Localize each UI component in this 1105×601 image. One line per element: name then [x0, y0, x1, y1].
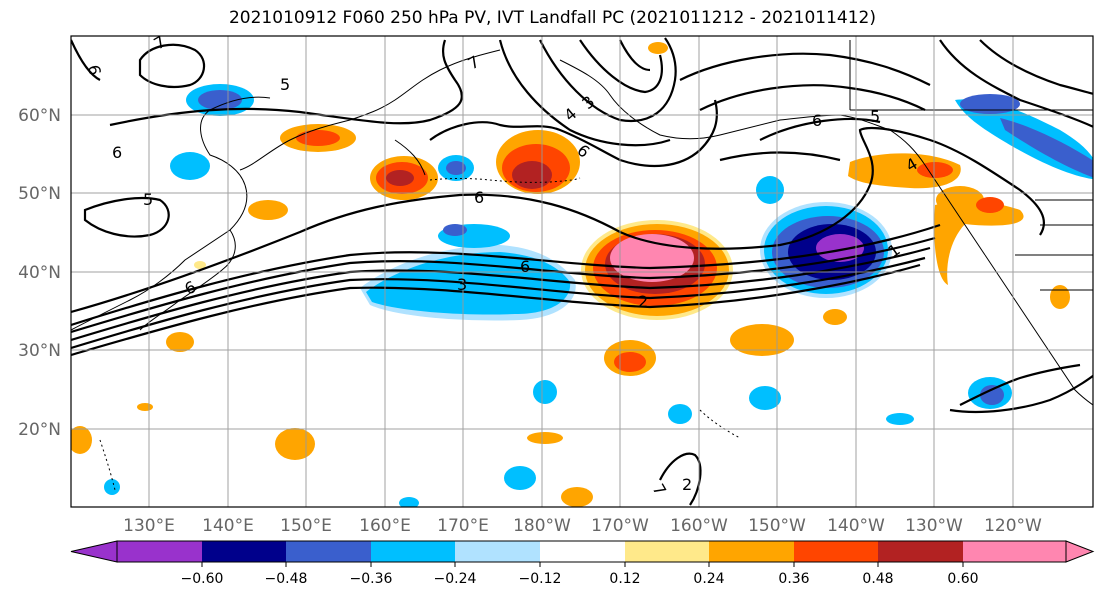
- colorbar-swatch: [117, 541, 202, 562]
- lon-label: 120°W: [984, 516, 1042, 536]
- contour-label: 5: [143, 190, 153, 209]
- map-title: 2021010912 F060 250 hPa PV, IVT Landfall…: [228, 8, 876, 28]
- contour-label: 6: [84, 63, 104, 76]
- map-frame: [70, 35, 1094, 508]
- colorbar-swatch: [963, 541, 1066, 562]
- contour-label: 2: [638, 292, 648, 311]
- contour-label: 2: [682, 475, 692, 494]
- colorbar-extend-low: [70, 540, 118, 563]
- colorbar-tick-label: −0.60: [181, 571, 224, 587]
- contour-label: 6: [520, 257, 530, 276]
- lon-label: 150°E: [280, 516, 332, 536]
- colorbar-swatch: [625, 541, 709, 562]
- map-area: 7 6 5 6 5 6 7 3 4 6 6 6 3 6 2 1 4 5 7 2: [71, 36, 1093, 507]
- gridlines: [71, 36, 1093, 507]
- colorbar-tick-label: −0.48: [265, 571, 308, 587]
- lat-label: 60°N: [18, 106, 61, 126]
- colorbar-swatch: [878, 541, 963, 562]
- colorbar-tick-label: −0.24: [434, 571, 477, 587]
- contour-lines: [71, 37, 1093, 506]
- colorbar-tick-label: 0.24: [693, 571, 724, 587]
- colorbar-tick-label: 0.12: [609, 571, 640, 587]
- longitude-labels: 130°E 140°E 150°E 160°E 170°E 180°W 170°…: [123, 516, 1042, 536]
- lon-label: 180°W: [513, 516, 571, 536]
- lon-label: 170°E: [437, 516, 489, 536]
- colorbar-tick-label: 0.36: [778, 571, 809, 587]
- colorbar-tick-label: −0.12: [519, 571, 562, 587]
- colorbar-swatch: [709, 541, 794, 562]
- lon-label: 150°W: [748, 516, 806, 536]
- lon-label: 140°W: [827, 516, 885, 536]
- lon-label: 140°E: [202, 516, 254, 536]
- contour-label: 5: [280, 75, 290, 94]
- colorbar-tick-labels: −0.60 −0.48 −0.36 −0.24 −0.12 0.12 0.24 …: [181, 571, 979, 587]
- contour-label: 5: [870, 107, 880, 126]
- lon-label: 160°E: [359, 516, 411, 536]
- colorbar-tick-label: 0.48: [862, 571, 893, 587]
- contour-label: 6: [112, 143, 122, 162]
- contour-label: 6: [812, 111, 822, 130]
- lat-label: 20°N: [18, 420, 61, 440]
- colorbar-swatch: [540, 541, 625, 562]
- lat-label: 50°N: [18, 184, 61, 204]
- lon-label: 130°E: [123, 516, 175, 536]
- lat-label: 40°N: [18, 263, 61, 283]
- lon-label: 170°W: [591, 516, 649, 536]
- colorbar-ticks: [201, 562, 964, 567]
- coastlines: [71, 40, 1093, 491]
- colorbar-extend-high: [1065, 540, 1095, 563]
- contour-label: 3: [457, 275, 467, 294]
- colorbar-tick-label: 0.60: [947, 571, 978, 587]
- lon-label: 130°W: [905, 516, 963, 536]
- colorbar-swatch: [286, 541, 371, 562]
- colorbar-swatch: [202, 541, 286, 562]
- colorbar-tick-label: −0.36: [350, 571, 393, 587]
- colorbar-swatch: [794, 541, 878, 562]
- colorbar: −0.60 −0.48 −0.36 −0.24 −0.12 0.12 0.24 …: [70, 540, 1095, 587]
- lat-label: 30°N: [18, 341, 61, 361]
- contour-label: 6: [474, 188, 484, 207]
- lon-label: 160°W: [670, 516, 728, 536]
- colorbar-swatch: [371, 541, 455, 562]
- latitude-labels: 60°N 50°N 40°N 30°N 20°N: [18, 106, 61, 440]
- colorbar-swatch: [455, 541, 540, 562]
